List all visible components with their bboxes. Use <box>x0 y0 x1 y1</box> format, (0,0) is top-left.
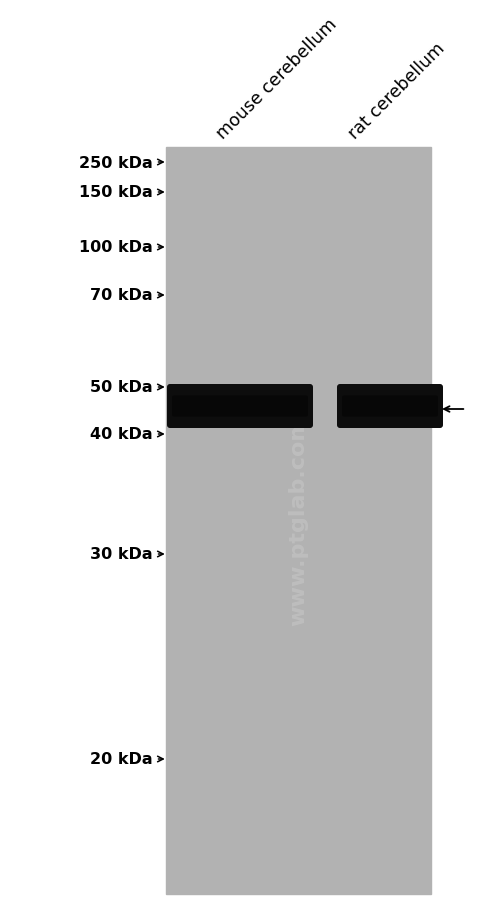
Text: 20 kDa: 20 kDa <box>90 751 152 767</box>
Text: 70 kDa: 70 kDa <box>90 288 152 303</box>
Text: 250 kDa: 250 kDa <box>79 155 152 170</box>
Text: www.ptglab.com: www.ptglab.com <box>289 416 308 626</box>
Text: 50 kDa: 50 kDa <box>90 380 152 395</box>
Text: 30 kDa: 30 kDa <box>90 547 152 562</box>
Text: 150 kDa: 150 kDa <box>79 185 152 200</box>
FancyBboxPatch shape <box>167 384 313 428</box>
Text: 100 kDa: 100 kDa <box>79 240 152 255</box>
FancyBboxPatch shape <box>342 396 438 417</box>
FancyBboxPatch shape <box>172 396 308 417</box>
Text: mouse cerebellum: mouse cerebellum <box>213 15 340 143</box>
FancyBboxPatch shape <box>337 384 443 428</box>
Text: rat cerebellum: rat cerebellum <box>345 40 448 143</box>
Text: 40 kDa: 40 kDa <box>90 427 152 442</box>
Bar <box>166 148 431 894</box>
